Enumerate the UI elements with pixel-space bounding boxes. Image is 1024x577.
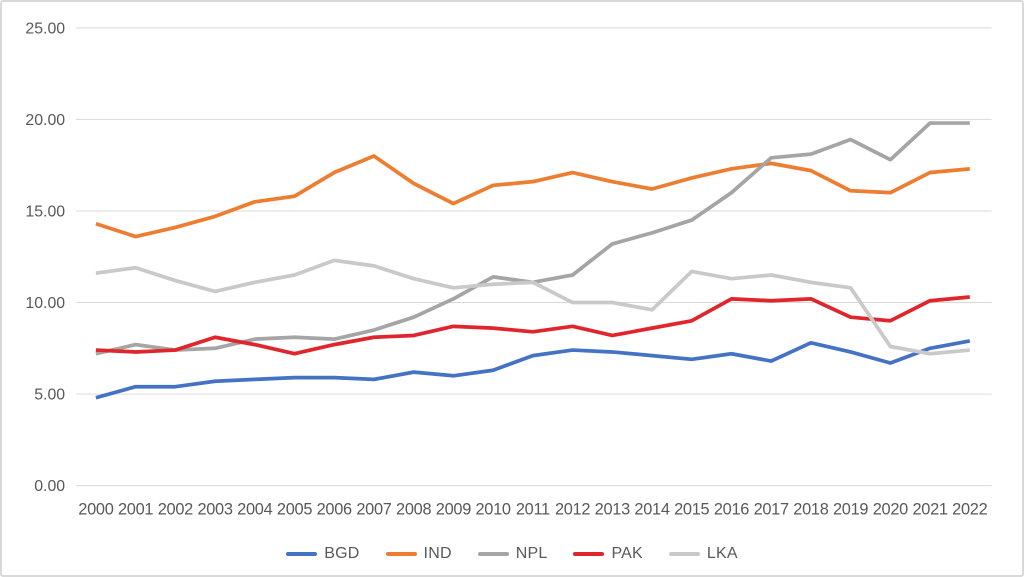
x-axis-label: 2004 — [237, 500, 272, 518]
x-axis-label: 2022 — [952, 500, 987, 518]
legend-item-lka: LKA — [668, 545, 738, 563]
x-axis-label: 2017 — [754, 500, 789, 518]
y-axis-label: 25.00 — [25, 20, 65, 37]
y-axis-label: 10.00 — [25, 295, 65, 312]
y-axis-label: 0.00 — [34, 478, 65, 495]
y-axis-label: 20.00 — [25, 112, 65, 129]
series-line-pak — [95, 295, 970, 356]
legend-swatch-lka — [668, 551, 700, 557]
series-line-lka — [95, 258, 970, 356]
series-line-ind — [95, 154, 970, 239]
legend-item-npl: NPL — [477, 545, 548, 563]
x-axis-label: 2006 — [317, 500, 352, 518]
x-axis-label: 2015 — [674, 500, 709, 518]
legend-item-ind: IND — [385, 545, 452, 563]
y-axis-label: 15.00 — [25, 203, 65, 220]
x-axis-label: 2009 — [436, 500, 471, 518]
legend-label-pak: PAK — [611, 545, 643, 562]
x-axis-label: 2013 — [595, 500, 630, 518]
x-axis-label: 2012 — [555, 500, 590, 518]
legend-swatch-npl — [477, 551, 509, 557]
x-axis-label: 2019 — [833, 500, 868, 518]
x-axis-label: 2021 — [912, 500, 947, 518]
x-axis-label: 2020 — [873, 500, 908, 518]
legend-label-ind: IND — [423, 545, 452, 562]
x-axis-label: 2002 — [158, 500, 193, 518]
x-axis-label: 2003 — [197, 500, 232, 518]
legend-label-lka: LKA — [706, 545, 738, 562]
legend-item-bgd: BGD — [286, 545, 359, 563]
y-axis-label: 5.00 — [34, 387, 65, 404]
legend-swatch-ind — [385, 551, 417, 557]
x-axis-label: 2018 — [793, 500, 828, 518]
series-line-npl — [95, 121, 970, 356]
x-axis-label: 2001 — [118, 500, 153, 518]
x-axis-label: 2005 — [277, 500, 312, 518]
x-axis-label: 2010 — [476, 500, 511, 518]
x-axis-label: 2008 — [396, 500, 431, 518]
legend-swatch-pak — [573, 551, 605, 557]
chart-legend: BGD IND NPL PAK LKA — [2, 540, 1022, 568]
legend-label-bgd: BGD — [324, 545, 360, 562]
x-axis-label: 2011 — [516, 500, 550, 518]
legend-item-pak: PAK — [573, 545, 643, 563]
x-axis-label: 2000 — [78, 500, 113, 518]
x-axis-label: 2014 — [634, 500, 669, 518]
x-axis-label: 2016 — [714, 500, 749, 518]
legend-label-npl: NPL — [515, 545, 548, 562]
legend-swatch-bgd — [286, 551, 318, 557]
series-line-bgd — [95, 339, 971, 400]
x-axis-label: 2007 — [356, 500, 391, 518]
